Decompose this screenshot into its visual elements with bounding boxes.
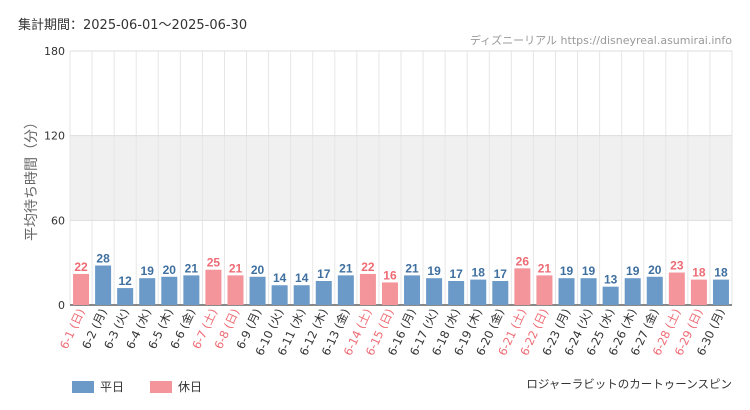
bar[interactable] [227,275,244,305]
x-tick-labels: 6-1 (日)6-2 (月)6-3 (火)6-4 (水)6-5 (木)6-6 (… [57,306,728,357]
bar[interactable] [492,281,509,305]
bar[interactable] [624,278,641,305]
bar[interactable] [580,278,597,305]
bar[interactable] [117,288,134,305]
value-label: 21 [405,261,419,275]
bar[interactable] [448,281,465,305]
value-label: 20 [251,263,265,277]
value-label: 14 [273,271,287,285]
value-label: 19 [141,264,155,278]
bar[interactable] [205,269,222,305]
bar[interactable] [315,281,332,305]
period-label: 集計期間：2025-06-01～2025-06-30 [18,18,248,33]
y-tick-label: 0 [58,299,65,312]
legend-item-weekday[interactable]: 平日 [72,378,124,395]
value-label: 13 [604,273,618,287]
bar[interactable] [271,285,288,305]
value-label: 21 [538,261,552,275]
y-tick-label: 180 [44,45,65,58]
bar[interactable] [95,265,112,305]
bar[interactable] [249,276,266,305]
value-label: 19 [582,264,596,278]
value-label: 14 [295,271,309,285]
value-label: 20 [163,263,177,277]
value-label: 23 [670,259,684,273]
bar[interactable] [602,286,619,305]
value-label: 19 [427,264,441,278]
value-labels: 22 28 12 19 20 21 25 21 20 14 14 17 21 22 16 21 19 17 18 17… [74,251,728,288]
bar[interactable] [183,275,200,305]
bar[interactable] [359,273,376,305]
y-tick-labels: 0 60 120 180 [44,45,65,312]
bar[interactable] [381,282,398,305]
source-credit: ディズニーリアル https://disneyreal.asumirai.inf… [469,34,732,47]
value-label: 26 [516,254,530,268]
bar[interactable] [712,279,729,305]
legend-swatch-holiday [150,380,173,393]
value-label: 21 [229,261,243,275]
bar[interactable] [404,275,421,305]
legend-item-holiday[interactable]: 休日 [150,378,202,395]
value-label: 18 [714,266,728,280]
bar[interactable] [514,268,531,305]
legend-label-holiday: 休日 [178,380,203,394]
value-label: 25 [207,256,221,270]
value-label: 20 [648,263,662,277]
bars [73,265,729,305]
attraction-name: ロジャーラビットのカートゥーンスピン [526,377,732,391]
value-label: 16 [383,268,397,282]
bar[interactable] [668,272,685,305]
bar[interactable] [558,278,575,305]
value-label: 17 [317,267,331,281]
bar[interactable] [536,275,553,305]
value-label: 17 [494,267,508,281]
legend-label-weekday: 平日 [100,380,125,394]
value-label: 22 [361,260,375,274]
value-label: 19 [626,264,640,278]
value-label: 18 [692,266,706,280]
bar[interactable] [293,285,310,305]
bar[interactable] [139,278,156,305]
bar[interactable] [470,279,487,305]
legend-swatch-weekday [72,380,94,393]
value-label: 19 [560,264,574,278]
bar[interactable] [161,276,178,305]
grid-lines [69,50,733,306]
value-label: 18 [472,266,486,280]
bar[interactable] [337,275,354,305]
bar[interactable] [646,276,663,305]
y-axis-title: 平均待ち時間（分） [24,115,40,241]
value-label: 21 [339,261,353,275]
bar[interactable] [690,279,707,305]
value-label: 28 [96,251,110,265]
y-tick-label: 120 [44,130,65,143]
value-label: 12 [118,274,132,288]
bar[interactable] [426,278,443,305]
legend: 平日 休日 [72,378,228,395]
value-label: 22 [74,260,88,274]
bar[interactable] [73,273,90,305]
y-tick-label: 60 [51,214,65,227]
value-label: 17 [449,267,463,281]
value-label: 21 [185,261,199,275]
